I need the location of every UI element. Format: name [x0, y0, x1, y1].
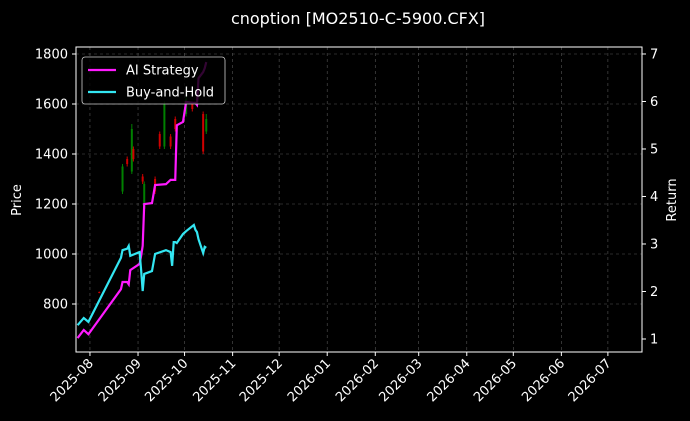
y-tick-label: 1200	[35, 198, 68, 213]
candle-body	[143, 184, 146, 209]
candle-body	[158, 134, 161, 147]
candle-body	[126, 159, 129, 164]
y-tick-label: 1400	[35, 148, 68, 163]
y-axis-label: Price	[10, 184, 25, 216]
candle-body	[132, 149, 135, 159]
y2-tick-label: 5	[650, 142, 658, 157]
candle-body	[169, 136, 172, 147]
plot-frame	[75, 46, 643, 353]
y2-tick-label: 7	[650, 47, 658, 62]
y-tick-label: 1000	[35, 248, 68, 263]
candle-body	[163, 104, 166, 147]
chart-title: cnoption [MO2510-C-5900.CFX]	[231, 9, 485, 28]
y2-axis-label: Return	[665, 178, 680, 221]
y2-tick-label: 1	[650, 332, 658, 347]
candle-body	[191, 104, 194, 109]
y-tick-label: 800	[43, 298, 68, 313]
candle-body	[98, 292, 101, 293]
y2-tick-label: 3	[650, 237, 658, 252]
candle-body	[174, 119, 177, 129]
legend-label: Buy-and-Hold	[126, 86, 214, 101]
series-line	[76, 223, 207, 326]
candle-body	[141, 176, 144, 182]
y2-tick-label: 6	[650, 95, 658, 110]
y2-tick-label: 4	[650, 190, 658, 205]
y-tick-label: 1600	[35, 98, 68, 113]
y2-tick-label: 2	[650, 285, 658, 300]
candle-body	[202, 114, 205, 152]
legend-label: AI Strategy	[126, 64, 199, 79]
candle-body	[130, 129, 133, 172]
y-tick-label: 1800	[35, 48, 68, 63]
candle-body	[121, 166, 124, 192]
candle-body	[205, 119, 208, 132]
legend-box	[81, 56, 226, 105]
